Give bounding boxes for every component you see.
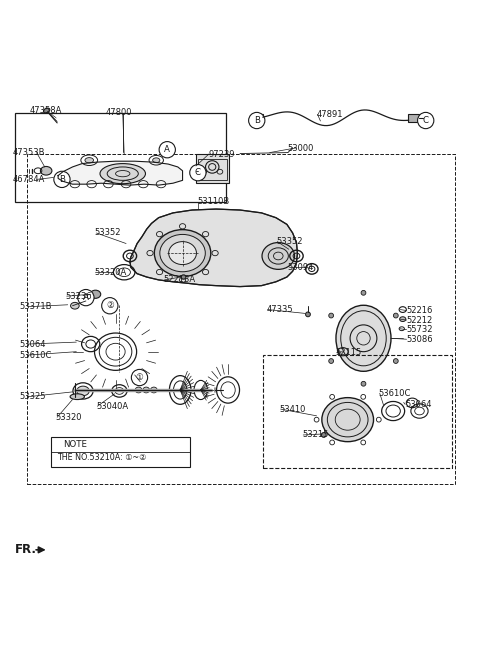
Ellipse shape (143, 387, 150, 393)
Ellipse shape (135, 387, 142, 393)
Bar (253, 114, 263, 122)
Text: 53352: 53352 (276, 237, 302, 246)
Circle shape (190, 165, 206, 181)
Ellipse shape (40, 167, 52, 175)
Circle shape (78, 289, 94, 305)
Bar (27, 154, 456, 484)
Text: 53610C: 53610C (379, 389, 411, 398)
Circle shape (132, 370, 148, 386)
Ellipse shape (336, 305, 391, 372)
Bar (196, 154, 228, 183)
Ellipse shape (400, 317, 406, 321)
Ellipse shape (394, 313, 398, 318)
Text: 47353B: 47353B (12, 148, 45, 157)
Text: 52213A: 52213A (163, 275, 195, 284)
Text: 53040A: 53040A (96, 402, 129, 411)
Ellipse shape (322, 433, 326, 438)
Text: 53094: 53094 (288, 263, 314, 272)
Text: A: A (164, 145, 170, 154)
Text: B: B (254, 116, 260, 125)
Ellipse shape (181, 275, 186, 279)
Text: 55732: 55732 (407, 325, 433, 334)
Text: 53352: 53352 (94, 229, 120, 237)
Ellipse shape (90, 290, 101, 298)
Text: 53236: 53236 (65, 291, 92, 301)
Text: 53064: 53064 (20, 340, 47, 349)
Text: 53610C: 53610C (20, 351, 52, 360)
Ellipse shape (44, 108, 50, 113)
Text: 52212: 52212 (407, 315, 433, 325)
Ellipse shape (262, 243, 295, 269)
Ellipse shape (361, 290, 366, 295)
Text: FR.: FR. (15, 544, 37, 556)
Text: 53371B: 53371B (20, 302, 52, 311)
Bar (263, 355, 452, 468)
Bar (408, 114, 419, 122)
Text: 53215: 53215 (302, 430, 329, 440)
Circle shape (249, 112, 265, 129)
Text: NOTE: NOTE (63, 440, 87, 449)
Bar (51, 437, 190, 466)
Ellipse shape (394, 359, 398, 364)
Ellipse shape (329, 359, 334, 364)
Text: ②: ② (106, 301, 114, 310)
Text: 53410: 53410 (279, 405, 306, 414)
Circle shape (159, 141, 175, 158)
Text: 47358A: 47358A (29, 107, 62, 115)
Ellipse shape (160, 234, 205, 271)
Text: 52115: 52115 (336, 348, 362, 357)
Ellipse shape (306, 312, 311, 317)
Ellipse shape (361, 382, 366, 386)
Text: C: C (195, 168, 201, 177)
Ellipse shape (71, 302, 79, 309)
Text: 53325: 53325 (20, 392, 47, 401)
Ellipse shape (322, 398, 373, 442)
Circle shape (54, 171, 70, 187)
Text: 53000: 53000 (288, 144, 314, 153)
Text: THE NO.53210A: ①~②: THE NO.53210A: ①~② (57, 454, 146, 462)
Text: 52216: 52216 (407, 306, 433, 315)
Text: 53110B: 53110B (197, 197, 229, 206)
Text: 97239: 97239 (209, 149, 235, 159)
Ellipse shape (153, 158, 160, 163)
Text: 47891: 47891 (317, 110, 343, 119)
Circle shape (102, 297, 118, 314)
Text: 53064: 53064 (405, 400, 432, 409)
Polygon shape (58, 161, 182, 185)
Text: ①: ① (136, 373, 144, 382)
Text: 47800: 47800 (106, 108, 132, 117)
Ellipse shape (168, 241, 196, 265)
Text: B: B (59, 175, 65, 184)
Text: 53086: 53086 (407, 335, 433, 344)
Text: 53320: 53320 (56, 413, 82, 422)
Polygon shape (130, 209, 298, 287)
Text: 53320A: 53320A (94, 267, 126, 277)
Text: C: C (423, 116, 429, 125)
Ellipse shape (329, 313, 334, 318)
Ellipse shape (151, 387, 157, 393)
Ellipse shape (100, 163, 145, 183)
Ellipse shape (155, 229, 211, 277)
Text: 46784A: 46784A (12, 175, 45, 184)
Ellipse shape (77, 386, 89, 396)
Bar (15, 113, 226, 202)
Text: 47335: 47335 (266, 305, 293, 314)
Text: A: A (83, 293, 89, 302)
Ellipse shape (85, 157, 94, 163)
Ellipse shape (70, 394, 84, 400)
Bar (198, 159, 227, 180)
Circle shape (418, 112, 434, 129)
